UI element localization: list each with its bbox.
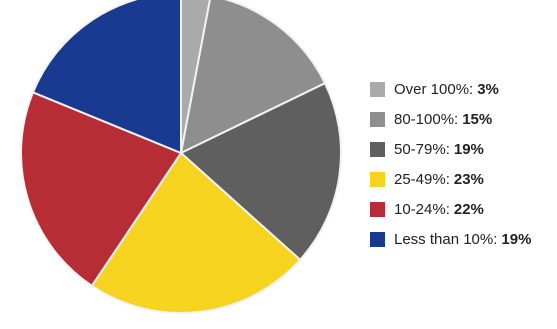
legend-label-25-49: 25-49% <box>394 170 446 188</box>
legend-label-10-24: 10-24% <box>394 200 446 218</box>
pie-slice-less-than-10 <box>31 0 182 155</box>
legend-value-less-than-10: 19% <box>501 230 532 248</box>
legend-swatch-over-100 <box>370 81 385 97</box>
legend-item-80-100: 80-100%: 15% <box>370 107 555 131</box>
legend-item-over-100: Over 100%: 3% <box>370 77 555 101</box>
legend-label-80-100: 80-100% <box>394 110 455 128</box>
pie-slice-10-24 <box>20 91 183 288</box>
legend-colon-less-than-10: : <box>493 230 498 248</box>
legend-item-25-49: 25-49%: 23% <box>370 167 555 191</box>
legend: Over 100%: 3% 80-100%: 15% 50-79%: 19% 2… <box>370 77 555 257</box>
legend-item-50-79: 50-79%: 19% <box>370 137 555 161</box>
legend-colon-25-49: : <box>445 170 450 188</box>
legend-swatch-10-24 <box>370 201 385 217</box>
legend-value-25-49: 23% <box>453 170 484 188</box>
legend-label-over-100: Over 100% <box>394 80 470 98</box>
legend-label-50-79: 50-79% <box>394 140 446 158</box>
legend-value-50-79: 19% <box>453 140 484 158</box>
legend-swatch-less-than-10 <box>370 231 385 247</box>
pie-slice-25-49 <box>90 151 302 314</box>
legend-swatch-25-49 <box>370 171 385 187</box>
pie-slice-50-79 <box>179 81 342 262</box>
legend-swatch-80-100 <box>370 111 385 127</box>
legend-item-10-24: 10-24%: 22% <box>370 197 555 221</box>
legend-colon-over-100: : <box>469 80 474 98</box>
legend-value-over-100: 3% <box>477 80 499 98</box>
legend-value-10-24: 22% <box>453 200 484 218</box>
legend-colon-10-24: : <box>445 200 450 218</box>
pie-slice-80-100 <box>179 0 327 155</box>
legend-value-80-100: 15% <box>462 110 493 128</box>
legend-label-less-than-10: Less than 10% <box>394 230 494 248</box>
legend-item-less-than-10: Less than 10%: 19% <box>370 227 555 251</box>
pie-slices <box>20 0 342 314</box>
legend-swatch-50-79 <box>370 141 385 157</box>
legend-colon-50-79: : <box>445 140 450 158</box>
legend-colon-80-100: : <box>454 110 459 128</box>
pie-slice-over-100 <box>180 0 211 154</box>
